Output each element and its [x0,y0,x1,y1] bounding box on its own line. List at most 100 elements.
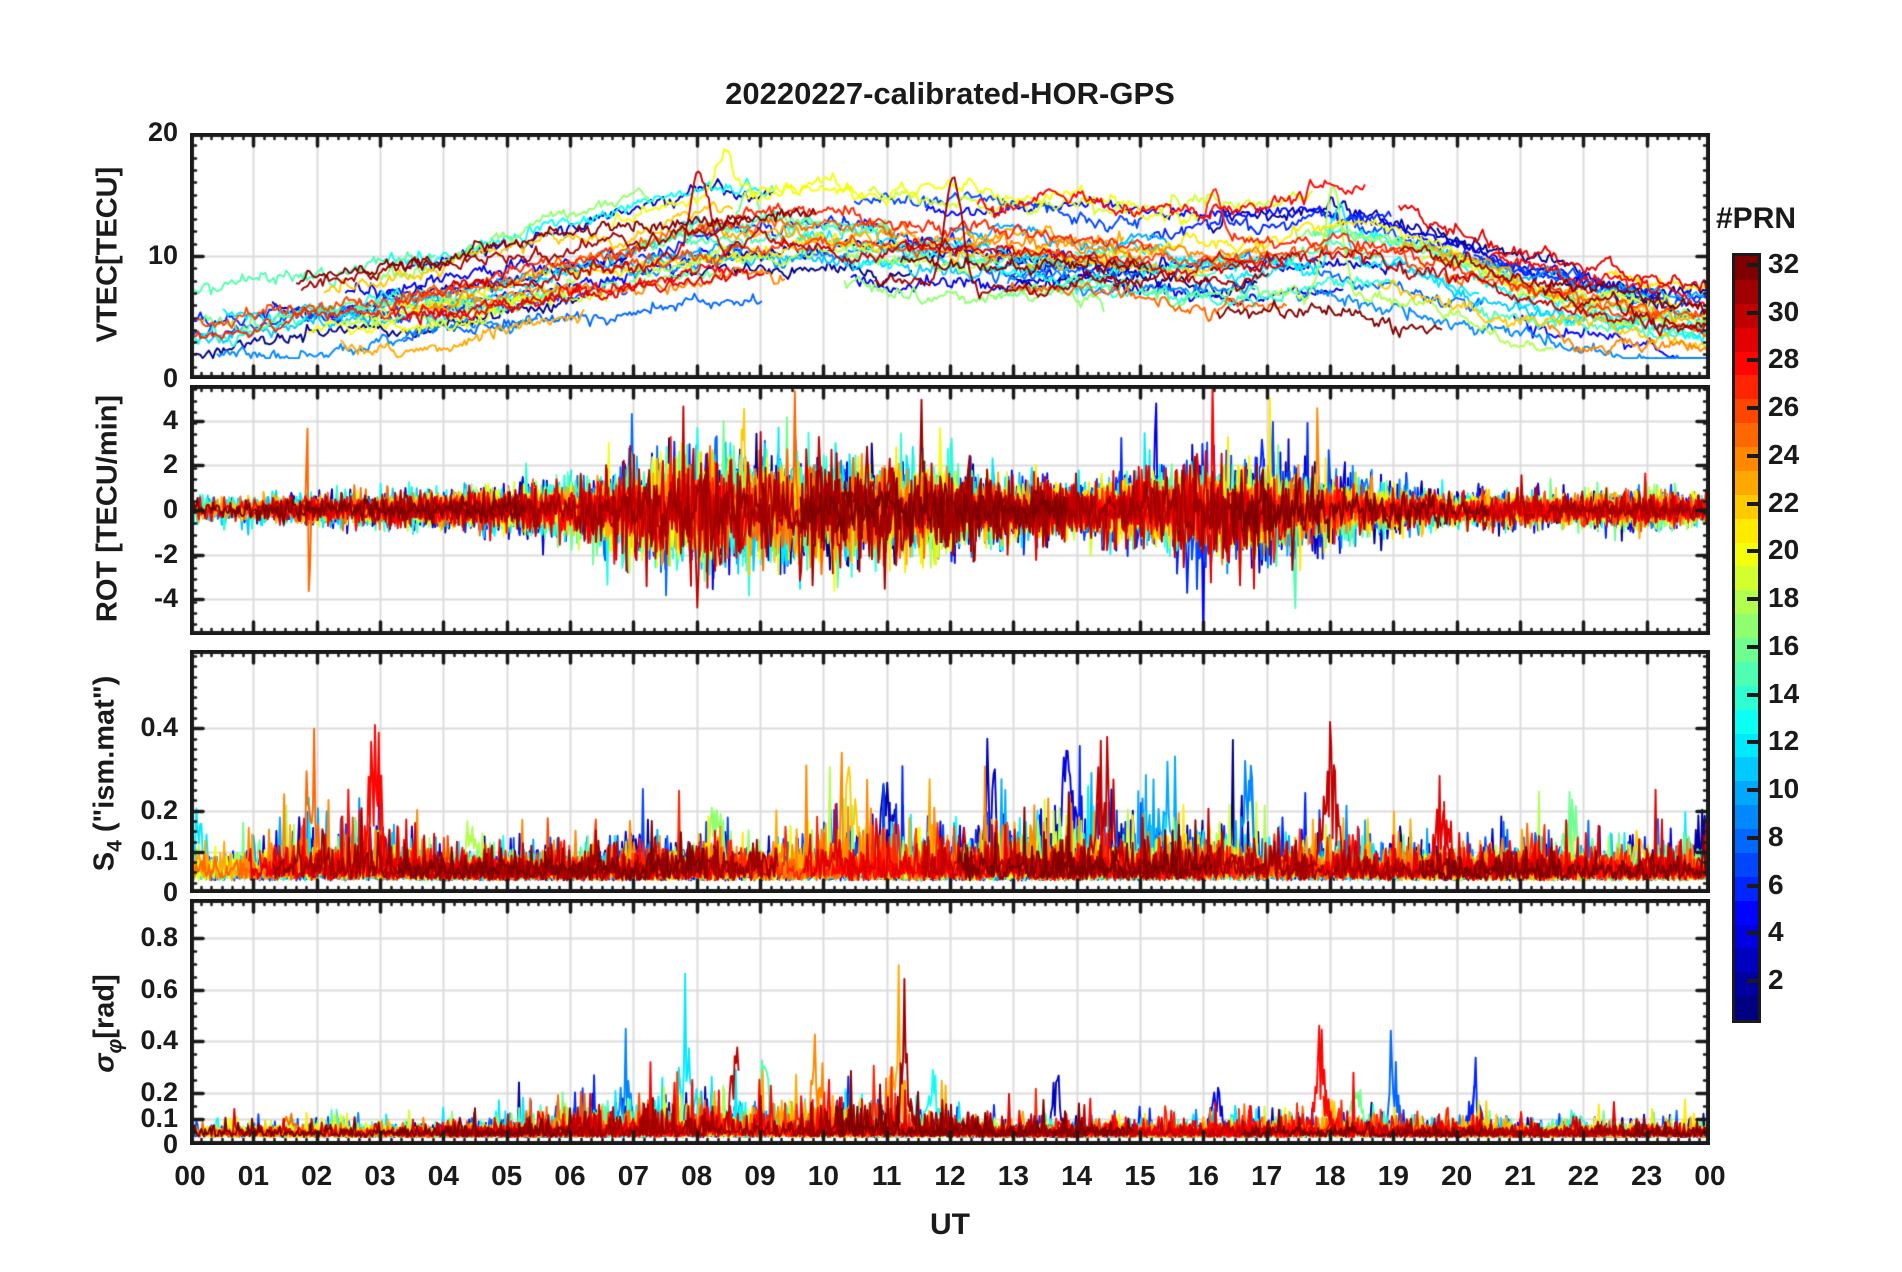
colorbar-segment [1735,972,1758,997]
colorbar-segment [1735,805,1758,829]
colorbar-segment [1735,733,1758,758]
panel-vtec [190,133,1710,379]
colorbar-tick [1747,501,1758,506]
colorbar-segment [1735,470,1758,495]
y-tick-label: 2 [162,449,178,480]
colorbar-segment [1735,279,1758,304]
colorbar-tick-label: 22 [1768,486,1800,518]
colorbar-tick [1747,979,1758,984]
y-tick-label: 0.8 [140,921,178,952]
colorbar-tick [1747,931,1758,936]
colorbar-tick-label: 16 [1768,629,1800,661]
colorbar-tick [1747,453,1758,458]
x-tick-label: 13 [997,1160,1029,1191]
colorbar-segment [1735,709,1758,734]
x-tick-label: 04 [427,1160,459,1191]
y-tick-label: 0 [162,363,178,393]
prn-colorbar [1732,253,1761,1023]
colorbar-tick-label: 10 [1768,773,1800,805]
colorbar-tick [1747,262,1758,267]
colorbar-segment [1735,327,1758,352]
y-tick-label: 0.4 [140,1025,178,1056]
colorbar-tick-label: 6 [1768,868,1784,900]
colorbar-segment [1735,542,1758,567]
colorbar-segment [1735,685,1758,710]
colorbar-segment [1735,638,1758,662]
x-tick-label: 01 [237,1160,269,1191]
colorbar-tick-label: 28 [1768,343,1800,375]
x-tick-label: 18 [1314,1160,1346,1191]
colorbar-segment [1735,303,1758,328]
x-tick-label: 07 [617,1160,649,1191]
colorbar-tick-label: 26 [1768,391,1800,423]
colorbar-segment [1735,566,1758,591]
colorbar-tick [1747,597,1758,602]
colorbar-segment [1735,829,1758,853]
panel-rot-canvas [190,385,1710,635]
colorbar-tick-label: 4 [1768,916,1784,948]
colorbar-segment [1735,757,1758,782]
x-tick-label: 09 [744,1160,776,1191]
colorbar-segment [1735,423,1758,447]
colorbar-tick-label: 14 [1768,677,1800,709]
colorbar-segment [1735,924,1758,949]
y-tick-label: 20 [147,117,178,147]
colorbar-tick-label: 30 [1768,295,1800,327]
x-tick-label: 15 [1124,1160,1156,1191]
colorbar-segment [1735,996,1758,1020]
colorbar-tick [1747,358,1758,363]
y-tick-label: 10 [147,240,178,270]
colorbar-segment [1735,661,1758,686]
colorbar-segment [1735,256,1758,280]
x-tick-label: 08 [681,1160,713,1191]
panel-sigma-phi-canvas [190,899,1710,1145]
x-tick-label: 22 [1567,1160,1599,1191]
colorbar-tick-label: 18 [1768,582,1800,614]
colorbar-title: #PRN [1716,202,1797,235]
colorbar-tick-label: 8 [1768,820,1784,852]
panel-s4-canvas [190,650,1710,893]
colorbar-tick [1747,835,1758,840]
y-tick-label: 0.2 [140,794,178,825]
panel-s4 [190,650,1710,893]
colorbar-segment [1735,781,1758,806]
colorbar-tick [1747,883,1758,888]
y-tick-label: 0.4 [140,712,178,743]
colorbar-tick [1747,406,1758,411]
y-tick-label: 0.2 [140,1077,178,1108]
panel-vtec-canvas [190,133,1710,379]
colorbar-segment [1735,590,1758,615]
colorbar-segment [1735,852,1758,877]
x-tick-label: 19 [1377,1160,1409,1191]
y-tick-label: 0 [162,877,178,907]
x-tick-label: 17 [1251,1160,1283,1191]
colorbar-tick [1747,310,1758,315]
x-tick-label: 02 [301,1160,333,1191]
y-tick-label: -4 [153,583,178,614]
panel-rot [190,385,1710,635]
colorbar-tick-label: 32 [1768,247,1800,279]
colorbar-segment [1735,876,1758,901]
colorbar-segment [1735,447,1758,471]
x-tick-label: 06 [554,1160,586,1191]
colorbar-segment [1735,399,1758,424]
colorbar-tick-label: 12 [1768,725,1800,757]
colorbar-tick-label: 2 [1768,964,1784,996]
colorbar-tick [1747,788,1758,793]
x-tick-label: 11 [871,1160,902,1191]
colorbar-segment [1735,518,1758,543]
y-tick-label: -2 [153,538,178,569]
x-tick-label: 14 [1061,1160,1093,1191]
x-tick-label: 03 [364,1160,396,1191]
panel-sigma-phi [190,899,1710,1145]
chart-title: 20220227-calibrated-HOR-GPS [725,76,1175,111]
colorbar-tick [1747,549,1758,554]
colorbar-tick-label: 24 [1768,438,1800,470]
y-tick-label: 0.6 [140,973,178,1004]
y-tick-label: 0 [162,1129,178,1159]
colorbar-segment [1735,614,1758,638]
y-tick-label: 0.1 [140,1103,178,1134]
colorbar-segment [1735,494,1758,519]
y-tick-label: 0 [162,494,178,524]
